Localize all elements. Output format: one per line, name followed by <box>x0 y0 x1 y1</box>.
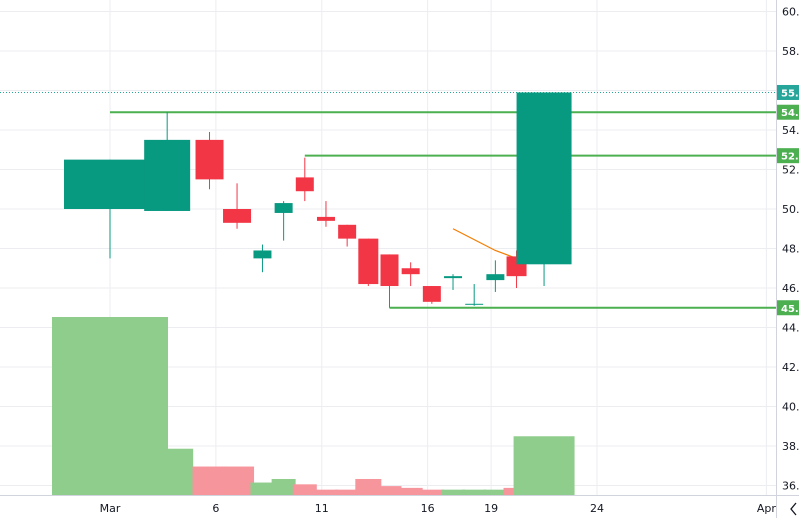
time-tick-label: 11 <box>315 502 329 515</box>
time-tick-label: 24 <box>590 502 604 515</box>
chevron-left-icon <box>790 502 797 516</box>
volume-bar <box>441 489 466 495</box>
price-tick-label: 36. <box>782 480 799 493</box>
price-tick-label: 44. <box>782 322 799 335</box>
candle-body <box>316 216 335 221</box>
volume-bar <box>292 484 317 495</box>
volume-bar <box>250 482 275 495</box>
level-label: 45. <box>781 304 799 315</box>
price-tick-label: 58. <box>782 45 799 58</box>
price-tick-label: 38. <box>782 440 799 453</box>
price-tick-label: 42. <box>782 361 799 374</box>
candle-body <box>516 92 572 265</box>
candle-body <box>444 276 463 279</box>
candle-body <box>223 209 252 223</box>
candle-body <box>274 203 293 213</box>
volume-bar <box>271 478 296 495</box>
volume-bar <box>313 489 338 495</box>
level-label-bg <box>776 104 799 120</box>
candle-body <box>253 250 272 259</box>
volume-bar <box>220 466 255 495</box>
volume-bar <box>513 436 575 495</box>
volume-bar <box>141 448 194 495</box>
candle-body <box>380 254 399 287</box>
level-label-bg <box>776 148 799 164</box>
candle-body <box>358 238 379 285</box>
candle-body <box>465 303 484 305</box>
time-axis: Mar 6 11 16 19 24 Apr <box>0 495 799 516</box>
volume-bar <box>355 478 382 495</box>
time-tick-label: Mar <box>100 502 121 515</box>
candle-body <box>486 274 505 281</box>
last-price-label: 55. <box>781 88 799 99</box>
candle-body <box>295 177 314 192</box>
price-tick-label: 46. <box>782 282 799 295</box>
volume-bar <box>335 489 360 495</box>
time-tick-label: 16 <box>421 502 435 515</box>
price-tick-label: 60. <box>782 6 799 19</box>
level-label: 52. <box>781 152 799 163</box>
price-axis: 36. 38. 40. 42. 44. 46. 48. 50. 52. 54. 58. 60. 54. 5… <box>776 0 799 518</box>
candle-body <box>195 139 224 180</box>
price-tick-label: 50. <box>782 203 799 216</box>
time-tick-label: Apr <box>757 502 777 515</box>
volume-bars <box>52 317 575 495</box>
price-tick-label: 48. <box>782 243 799 256</box>
candle-body <box>422 286 441 302</box>
time-tick-label: 6 <box>212 502 219 515</box>
level-label: 54. <box>781 108 799 119</box>
volume-bar <box>483 489 508 495</box>
candle-body <box>64 159 156 209</box>
volume-bar <box>398 487 423 495</box>
price-tick-label: 40. <box>782 401 799 414</box>
time-tick-label: 19 <box>484 502 498 515</box>
volume-bar <box>419 489 444 495</box>
volume-bar <box>377 486 402 495</box>
last-price-label-bg <box>776 84 799 100</box>
volume-bar <box>462 489 487 495</box>
price-tick-label: 54. <box>782 124 799 137</box>
price-tick-label: 52. <box>782 164 799 177</box>
level-label-bg <box>776 300 799 316</box>
candle-body <box>338 224 357 239</box>
candle-body <box>401 268 420 275</box>
candles <box>64 92 572 308</box>
candle-body <box>144 139 191 211</box>
